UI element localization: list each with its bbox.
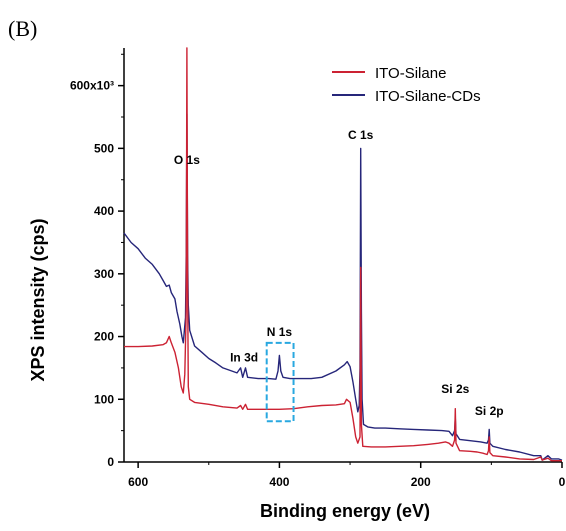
y-tick-label: 0 (107, 455, 114, 469)
peak-label-n-1s: N 1s (267, 325, 293, 339)
x-ticks: 600 400 200 0 (128, 462, 566, 489)
peak-label-si-2s: Si 2s (441, 382, 469, 396)
peak-label-o-1s: O 1s (174, 153, 200, 167)
peak-label-c-1s: C 1s (348, 128, 374, 142)
series-line-ito-silane (124, 47, 562, 462)
series-line-ito-silane-cds (123, 113, 563, 461)
y-tick-label: 300 (94, 267, 114, 281)
y-tick-label: 500 (94, 141, 114, 155)
legend-label-ito-silane-cds: ITO-Silane-CDs (375, 88, 481, 105)
x-tick-label: 600 (128, 475, 148, 489)
x-axis-title: Binding energy (eV) (260, 501, 430, 521)
y-axis-title: XPS intensity (cps) (28, 218, 48, 381)
y-tick-label: 400 (94, 204, 114, 218)
n1s-highlight-box (265, 341, 295, 423)
y-tick-label: 600x10³ (70, 79, 114, 93)
x-tick-label: 0 (559, 475, 566, 489)
legend: ITO-Silane ITO-Silane-CDs (332, 65, 481, 105)
series-layer (123, 47, 563, 462)
y-tick-label: 100 (94, 392, 114, 406)
x-tick-label: 400 (269, 475, 289, 489)
y-ticks: 0 100 200 300 400 500 600x10³ (70, 53, 124, 469)
peak-annotations: O 1s C 1s In 3d N 1s Si 2s Si 2p (174, 128, 504, 418)
y-tick-label: 200 (94, 330, 114, 344)
peak-label-si-2p: Si 2p (475, 404, 504, 418)
x-tick-label: 200 (411, 475, 431, 489)
legend-label-ito-silane: ITO-Silane (375, 65, 446, 82)
plot-area: 0 100 200 300 400 500 600x10³ 600 400 200 0 O 1s C… (70, 47, 566, 489)
panel-label: (B) (8, 16, 37, 41)
peak-label-in-3d: In 3d (230, 351, 258, 365)
